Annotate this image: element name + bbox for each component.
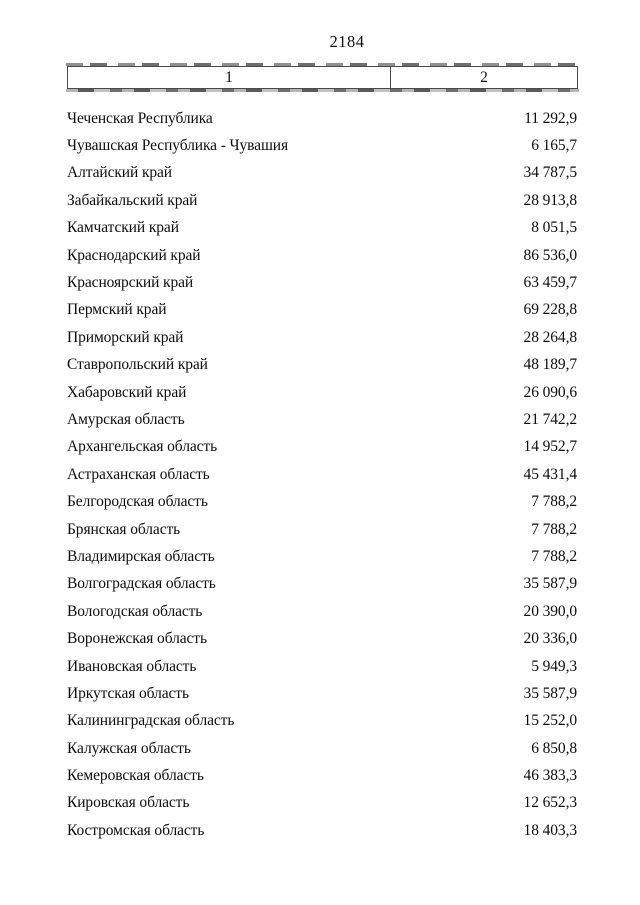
page-number: 2184 [329,32,365,51]
region-value: 11 292,9 [524,109,577,127]
table-header-row: 1 2 [66,63,579,92]
table-row: Костромская область 18 403,3 [67,817,577,844]
region-value: 20 336,0 [523,630,578,648]
region-value: 15 252,0 [523,712,578,730]
region-name: Амурская область [67,410,185,428]
region-value: 8 051,5 [531,219,577,237]
table-row: Архангельская область 14 952,7 [67,434,577,461]
table-row: Астраханская область 45 431,4 [67,461,577,488]
table-row: Ивановская область 5 949,3 [67,653,577,680]
table-row: Хабаровский край 26 090,6 [67,379,577,406]
region-name: Вологодская область [67,602,203,620]
table-row: Пермский край 69 228,8 [67,297,577,324]
region-value: 28 264,8 [523,328,578,346]
table-row: Амурская область 21 742,2 [67,406,577,433]
region-name: Ставропольский край [67,356,208,374]
region-name: Иркутская область [67,684,189,702]
region-value: 21 742,2 [523,410,578,428]
region-value: 28 913,8 [523,191,578,209]
region-value: 7 788,2 [531,547,577,565]
region-value: 35 587,9 [523,575,578,593]
region-name: Астраханская область [67,465,210,483]
region-name: Камчатский край [67,219,179,237]
region-name: Пермский край [67,301,167,319]
region-name: Забайкальский край [67,191,198,209]
table-header-col-2: 2 [480,68,488,86]
region-name: Костромская область [67,821,205,839]
table-row: Краснодарский край 86 536,0 [67,242,577,269]
table-row: Камчатский край 8 051,5 [67,215,577,242]
region-name: Чувашская Республика - Чувашия [67,137,289,155]
region-value: 34 787,5 [523,164,578,182]
region-value: 48 189,7 [523,356,578,374]
region-name: Воронежская область [67,630,207,648]
region-value: 18 403,3 [523,821,578,839]
region-value: 26 090,6 [523,383,578,401]
region-value: 69 228,8 [523,301,578,319]
table-row: Иркутская область 35 587,9 [67,680,577,707]
region-name: Хабаровский край [67,383,187,401]
region-value: 63 459,7 [523,274,578,292]
region-value: 7 788,2 [531,493,577,511]
table-row: Калужская область 6 850,8 [67,735,577,762]
table-row: Приморский край 28 264,8 [67,324,577,351]
region-name: Архангельская область [67,438,218,456]
regions-table-body: Чеченская Республика 11 292,9 Чувашская Ре… [67,105,577,845]
region-value: 14 952,7 [523,438,578,456]
region-name: Краснодарский край [67,246,201,264]
region-value: 6 165,7 [531,137,577,155]
table-row: Вологодская область 20 390,0 [67,598,577,625]
table-row: Чеченская Республика 11 292,9 [67,105,577,132]
region-value: 7 788,2 [531,520,577,538]
region-name: Брянская область [67,520,181,538]
region-value: 20 390,0 [523,602,578,620]
table-row: Волгоградская область 35 587,9 [67,571,577,598]
region-name: Красноярский край [67,274,194,292]
table-row: Белгородская область 7 788,2 [67,488,577,515]
table-row: Воронежская область 20 336,0 [67,625,577,652]
table-row: Кемеровская область 46 383,3 [67,762,577,789]
table-row: Калининградская область 15 252,0 [67,708,577,735]
region-name: Белгородская область [67,493,208,511]
region-name: Кировская область [67,794,190,812]
table-row: Кировская область 12 652,3 [67,790,577,817]
region-name: Владимирская область [67,547,215,565]
table-row: Алтайский край 34 787,5 [67,160,577,187]
table-header-col-1: 1 [68,67,391,88]
region-name: Калининградская область [67,712,235,730]
region-value: 45 431,4 [523,465,578,483]
region-value: 5 949,3 [531,657,577,675]
region-value: 6 850,8 [531,739,577,757]
region-name: Калужская область [67,739,191,757]
region-name: Чеченская Республика [67,109,213,127]
table-row: Брянская область 7 788,2 [67,516,577,543]
table-row: Забайкальский край 28 913,8 [67,187,577,214]
region-value: 12 652,3 [523,794,578,812]
table-row: Ставропольский край 48 189,7 [67,352,577,379]
region-value: 35 587,9 [523,684,578,702]
region-name: Алтайский край [67,164,172,182]
table-row: Владимирская область 7 788,2 [67,543,577,570]
region-value: 86 536,0 [523,246,578,264]
table-row: Чувашская Республика - Чувашия 6 165,7 [67,132,577,159]
region-name: Кемеровская область [67,767,204,785]
region-name: Приморский край [67,328,184,346]
region-value: 46 383,3 [523,767,578,785]
region-name: Ивановская область [67,657,197,675]
table-row: Красноярский край 63 459,7 [67,269,577,296]
region-name: Волгоградская область [67,575,216,593]
